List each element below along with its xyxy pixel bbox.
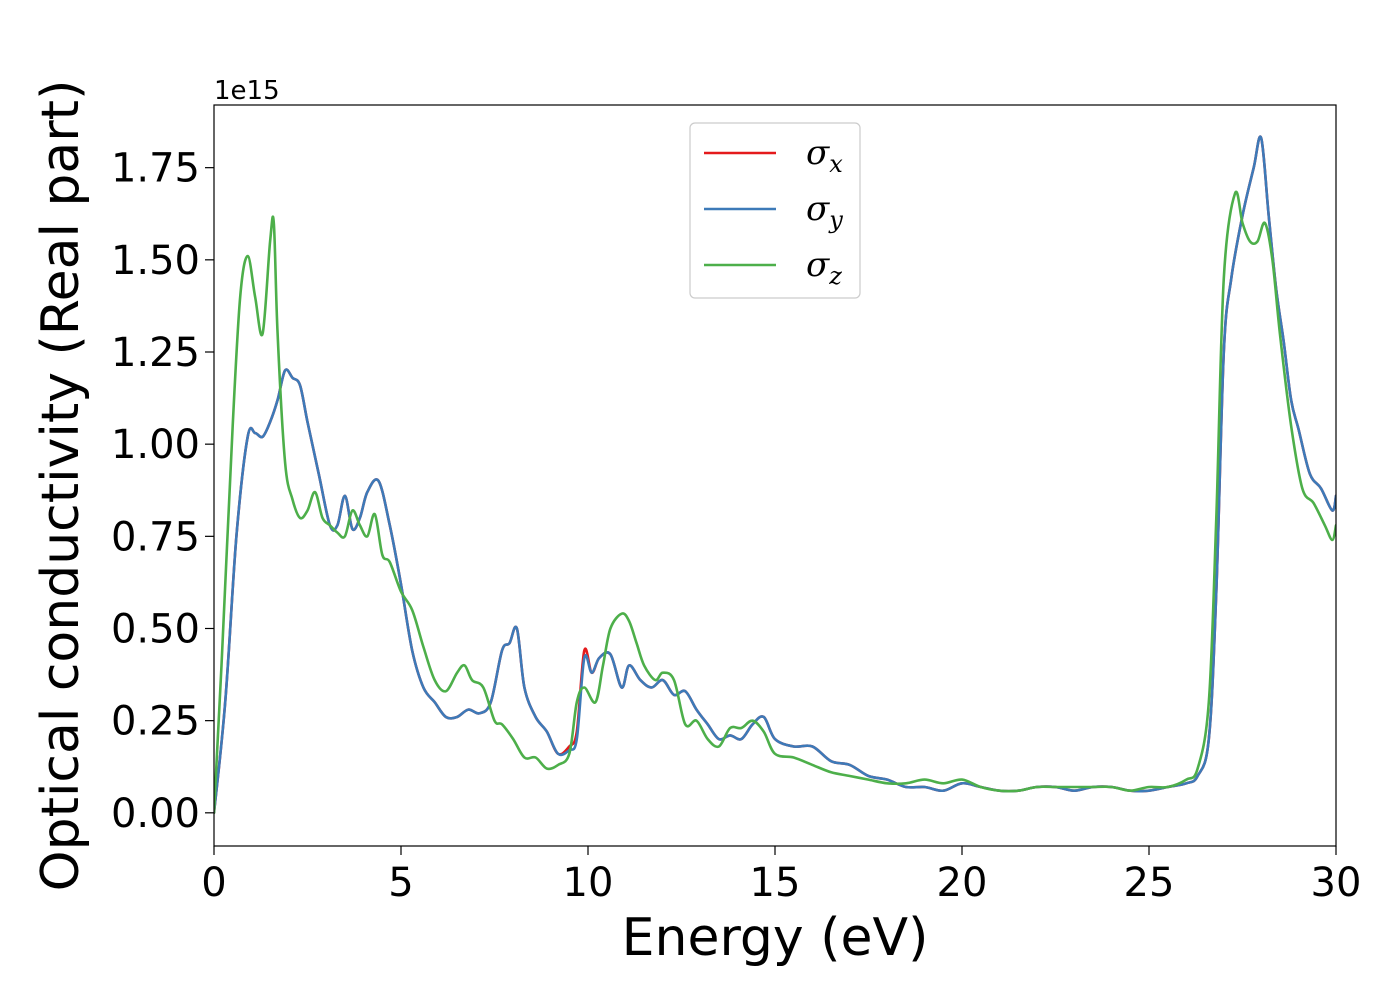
legend-subscript: y (828, 206, 843, 234)
legend-subscript: z (828, 262, 842, 290)
x-tick-label: 5 (388, 860, 413, 906)
legend-symbol: σ (806, 133, 830, 173)
series-line-y (214, 135, 1336, 815)
x-tick-label: 15 (750, 860, 801, 906)
y-axis-offset-text: 1e15 (214, 76, 280, 106)
x-tick-label: 20 (937, 860, 988, 906)
legend-label-x: σx (806, 133, 843, 178)
y-tick-label: 1.25 (111, 330, 200, 376)
x-tick-label: 10 (563, 860, 614, 906)
y-tick-label: 0.00 (111, 791, 200, 837)
y-tick-label: 1.50 (111, 238, 200, 284)
x-tick-label: 30 (1311, 860, 1362, 906)
legend-symbol: σ (806, 189, 830, 229)
series-layer (214, 135, 1336, 815)
x-tick-label: 25 (1124, 860, 1175, 906)
legend-label-y: σy (806, 189, 843, 234)
legend-subscript: x (829, 150, 843, 178)
series-line-z (214, 190, 1336, 815)
legend-symbol: σ (806, 245, 830, 285)
x-tick-label: 0 (201, 860, 226, 906)
legend-label-z: σz (806, 245, 842, 290)
y-axis: 0.00 0.25 0.50 0.75 1.00 1.25 1.50 1.75 (111, 146, 214, 837)
legend-box (689, 122, 861, 299)
y-tick-label: 1.75 (111, 146, 200, 192)
x-axis: 0 5 10 15 20 25 30 (201, 846, 1361, 906)
y-tick-label: 1.00 (111, 422, 200, 468)
y-tick-label: 0.25 (111, 699, 200, 745)
x-axis-label: Energy (eV) (622, 908, 929, 968)
y-tick-label: 0.50 (111, 606, 200, 652)
y-axis-label: Optical conductivity (Real part) (31, 80, 91, 892)
y-tick-label: 0.75 (111, 514, 200, 560)
